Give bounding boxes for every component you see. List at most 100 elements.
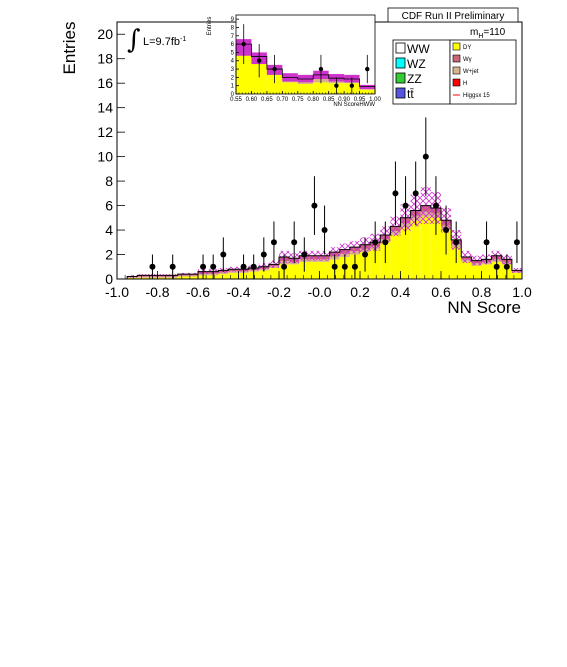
inset-dy-bar <box>297 84 314 94</box>
main-x-tick-label: 0.6 <box>431 284 451 300</box>
inset-y-tick-label: 5 <box>231 50 235 56</box>
main-dy-bar <box>157 277 168 279</box>
main-wjet-bar <box>187 275 198 277</box>
main-x-tick-label: -0.4 <box>226 284 250 300</box>
main-y-tick-label: 2 <box>105 247 113 263</box>
main-data-point <box>382 221 389 264</box>
inset-x-tick-label: 1.00 <box>369 97 381 103</box>
main-x-tick-label: 1.0 <box>512 284 532 300</box>
luminosity-label: ∫ L=9.7fb-1 <box>127 25 186 55</box>
inset-x-tick-label: 0.90 <box>338 97 350 103</box>
main-marker <box>483 239 490 246</box>
main-marker <box>210 263 217 270</box>
inset-marker <box>318 66 324 72</box>
main-marker <box>453 239 460 246</box>
inset-x-tick-label: 0.70 <box>276 97 288 103</box>
main-data-point <box>341 254 348 279</box>
main-dy-bar <box>268 267 279 279</box>
main-x-tick-label: 0.2 <box>350 284 370 300</box>
main-y-tick-label: 18 <box>97 51 113 67</box>
main-dy-bar <box>137 277 148 279</box>
legend-swatch-wgamma <box>452 54 461 63</box>
main-dy-bar <box>127 277 138 279</box>
main-marker <box>513 239 520 246</box>
main-y-tick-label: 16 <box>97 75 113 91</box>
inset-wjet-bar <box>297 81 314 85</box>
main-data-point <box>281 254 288 279</box>
main-dy-bar <box>289 264 300 279</box>
inset-background-outline <box>235 43 376 94</box>
main-data-point <box>453 221 460 264</box>
main-wjet-bar <box>137 276 148 278</box>
main-x-tick-label: -0.8 <box>145 284 169 300</box>
main-marker <box>169 263 176 270</box>
main-data-point <box>250 254 257 279</box>
main-y-tick-label: 14 <box>97 100 113 116</box>
main-x-tick-label: -0.6 <box>186 284 210 300</box>
main-dy-bar <box>420 216 431 279</box>
main-data-point <box>402 176 409 235</box>
inset-marker <box>241 41 246 47</box>
inset-plot: 0.55 0.60 0.65 0.70 0.75 0.80 0.85 0.90 0.95 1.00… <box>207 14 381 108</box>
main-dy-bar <box>461 261 472 279</box>
main-data-points <box>149 117 520 279</box>
main-data-point <box>422 117 429 196</box>
higgs-mass-label: mH=110 <box>470 27 506 40</box>
main-dy-bar <box>309 261 320 279</box>
main-marker <box>291 239 298 246</box>
main-dy-bar <box>410 220 421 279</box>
main-data-point <box>503 254 510 279</box>
inset-marker <box>272 66 277 72</box>
main-dy-bar <box>258 270 269 279</box>
legend-label-higgs: H <box>463 81 467 87</box>
main-y-tick-label: 0 <box>105 271 113 287</box>
mass-value: =110 <box>483 27 505 38</box>
inset-plot-frame <box>235 14 376 95</box>
main-y-tick-label: 8 <box>105 173 113 189</box>
legend-right-entries: DY Wγ W+jet H Higgsx 15 <box>452 42 490 99</box>
main-marker <box>321 227 328 234</box>
main-data-point <box>483 221 490 264</box>
main-marker <box>382 239 389 246</box>
inset-y-tick-label: 4 <box>231 59 235 65</box>
legend-label-wjet: W+jet <box>463 69 479 75</box>
inset-marker <box>334 83 339 88</box>
inset-marker <box>256 58 262 63</box>
legend-swatch-ww <box>395 42 406 54</box>
main-marker <box>341 263 348 270</box>
main-wjet-bar <box>228 271 239 273</box>
inset-data-point <box>241 24 246 65</box>
legend-label-higgs_line: Higgsx 15 <box>463 93 490 99</box>
main-data-point <box>362 237 369 272</box>
main-dy-bar <box>370 249 381 279</box>
inset-band-bin <box>359 84 375 90</box>
legend-swatch-higgs <box>452 78 461 87</box>
svg-text:L=9.7fb-1: L=9.7fb-1 <box>143 36 186 48</box>
integral-icon: ∫ <box>127 25 141 55</box>
legend-swatch-wjet <box>452 66 461 75</box>
main-marker <box>372 239 379 246</box>
inset-x-tick-label: 0.65 <box>261 97 273 103</box>
inset-x-tick-label: 0.80 <box>307 97 319 103</box>
lumi-text: L=9.7fb <box>143 36 180 48</box>
main-y-tick-label: 20 <box>97 26 113 42</box>
inset-band-bin <box>297 74 314 83</box>
inset-y-tick-label: 8 <box>231 25 235 31</box>
inset-y-tick-label: 0 <box>231 92 235 98</box>
main-data-point <box>301 237 308 272</box>
inset-wjet-bar <box>359 88 375 90</box>
inset-data-point <box>256 44 262 78</box>
inset-dy-bar <box>282 82 298 94</box>
legend-label-dy: DY <box>463 45 471 51</box>
main-marker <box>301 251 308 258</box>
main-data-point <box>169 254 176 279</box>
main-dy-bar <box>319 261 330 279</box>
main-x-tick-label: -0.0 <box>307 284 331 300</box>
main-data-point <box>321 205 328 255</box>
main-marker <box>250 263 257 270</box>
main-marker <box>362 251 369 258</box>
inset-y-tick-label: 2 <box>231 75 235 81</box>
